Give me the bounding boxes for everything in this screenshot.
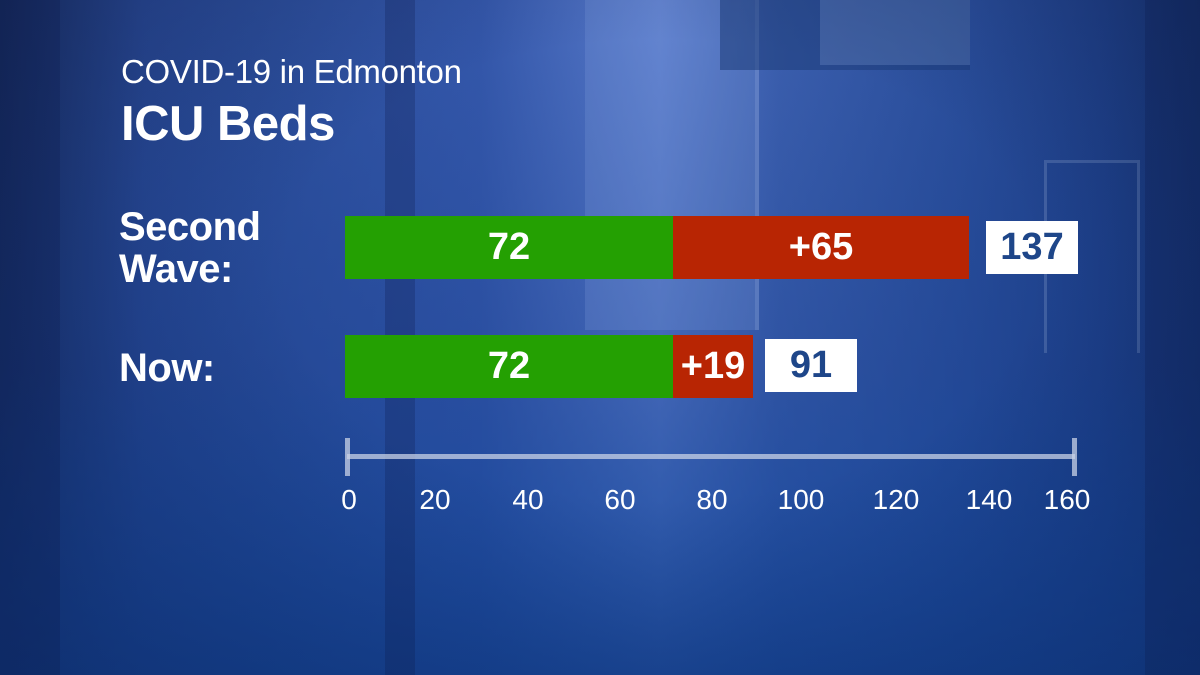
x-tick-label: 160 (1043, 484, 1091, 515)
bar-segment-baseline: 72 (345, 335, 673, 398)
background-shadow (0, 0, 60, 675)
background-sign (720, 0, 970, 70)
background-sign-plate (820, 0, 970, 65)
x-tick-label: 40 (512, 484, 544, 515)
x-tick-label: 80 (696, 484, 728, 515)
total-badge-second-wave: 137 (986, 221, 1078, 274)
row-label-second-wave: Second Wave: (119, 205, 261, 291)
x-tick-label: 100 (777, 484, 825, 515)
x-axis (345, 438, 1077, 478)
x-tick-label: 20 (419, 484, 451, 515)
title-block: COVID-19 in Edmonton ICU Beds (121, 54, 462, 152)
background-shadow-right (1145, 0, 1200, 675)
bar-segment-added: +65 (673, 216, 969, 279)
bar-second-wave: 72 +65 (345, 216, 969, 279)
row-label-now: Now: (119, 347, 215, 389)
chart-subtitle: COVID-19 in Edmonton (121, 53, 462, 90)
axis-line (347, 454, 1075, 459)
bar-now: 72 +19 (345, 335, 753, 398)
x-tick-label: 140 (965, 484, 1013, 515)
axis-cap-right (1072, 438, 1077, 476)
row-label-line1: Second (119, 205, 261, 249)
row-label-line1: Now: (119, 346, 215, 390)
x-tick-label: 120 (872, 484, 920, 515)
chart-title: ICU Beds (121, 97, 335, 151)
x-tick-label: 0 (341, 484, 357, 515)
bar-segment-baseline: 72 (345, 216, 673, 279)
total-badge-now: 91 (765, 339, 857, 392)
bar-segment-added: +19 (673, 335, 753, 398)
x-tick-label: 60 (604, 484, 636, 515)
row-label-line2: Wave: (119, 247, 233, 291)
